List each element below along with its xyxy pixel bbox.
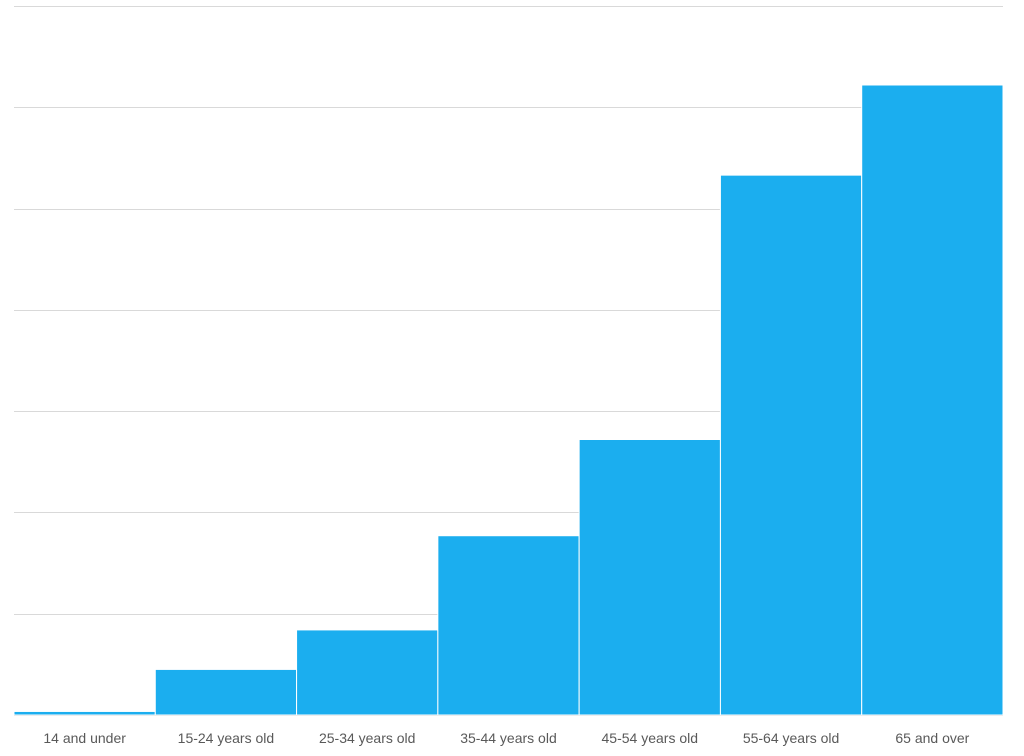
x-tick-label: 25-34 years old <box>319 730 416 746</box>
bar <box>154 668 298 716</box>
category-labels: 14 and under 15-24 years old 25-34 years o… <box>43 730 969 746</box>
x-tick-label: 55-64 years old <box>743 730 840 746</box>
bar-series <box>13 84 1004 716</box>
x-tick-label: 35-44 years old <box>460 730 557 746</box>
bar <box>719 174 863 716</box>
bar <box>578 439 721 716</box>
bar <box>437 535 580 716</box>
x-tick-label: 45-54 years old <box>602 730 699 746</box>
bar <box>861 84 1004 716</box>
x-tick-label: 14 and under <box>43 730 126 746</box>
bar <box>13 710 156 716</box>
x-tick-label: 15-24 years old <box>178 730 275 746</box>
bar <box>296 629 439 716</box>
gridlines <box>14 6 1003 716</box>
x-tick-label: 65 and over <box>895 730 969 746</box>
